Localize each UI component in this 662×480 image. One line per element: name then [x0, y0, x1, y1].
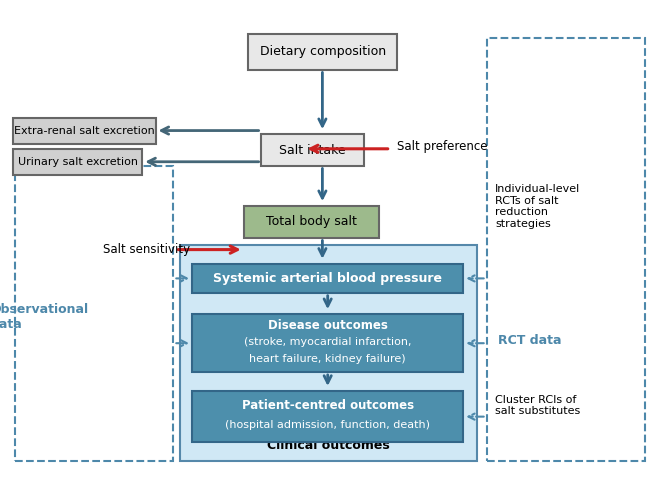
FancyBboxPatch shape [261, 134, 364, 166]
FancyBboxPatch shape [13, 149, 142, 175]
Text: heart failure, kidney failure): heart failure, kidney failure) [250, 354, 406, 364]
Text: Cluster RCIs of
salt substitutes: Cluster RCIs of salt substitutes [495, 395, 581, 416]
Text: Salt sensitivity: Salt sensitivity [103, 243, 190, 256]
Text: Individual-level
RCTs of salt
reduction
strategies: Individual-level RCTs of salt reduction … [495, 184, 581, 229]
FancyBboxPatch shape [180, 245, 477, 461]
Text: (hospital admission, function, death): (hospital admission, function, death) [225, 420, 430, 431]
FancyBboxPatch shape [244, 206, 379, 238]
Text: Dietary composition: Dietary composition [260, 45, 386, 58]
Text: RCT data: RCT data [498, 334, 561, 348]
Text: (stroke, myocardial infarction,: (stroke, myocardial infarction, [244, 337, 412, 348]
FancyBboxPatch shape [192, 391, 463, 442]
FancyBboxPatch shape [192, 314, 463, 372]
Text: Extra-renal salt excretion: Extra-renal salt excretion [14, 126, 155, 136]
FancyBboxPatch shape [13, 118, 156, 144]
Text: Total body salt: Total body salt [266, 216, 357, 228]
Text: Salt preference: Salt preference [397, 140, 488, 153]
Text: Clinical outcomes: Clinical outcomes [267, 439, 390, 452]
FancyBboxPatch shape [248, 34, 397, 70]
FancyBboxPatch shape [192, 264, 463, 293]
Text: Observational
data: Observational data [0, 303, 89, 331]
Text: Patient-centred outcomes: Patient-centred outcomes [242, 399, 414, 412]
Text: Disease outcomes: Disease outcomes [267, 319, 388, 333]
Text: Urinary salt excretion: Urinary salt excretion [18, 157, 138, 167]
Text: Salt intake: Salt intake [279, 144, 346, 156]
Text: Systemic arterial blood pressure: Systemic arterial blood pressure [213, 272, 442, 285]
